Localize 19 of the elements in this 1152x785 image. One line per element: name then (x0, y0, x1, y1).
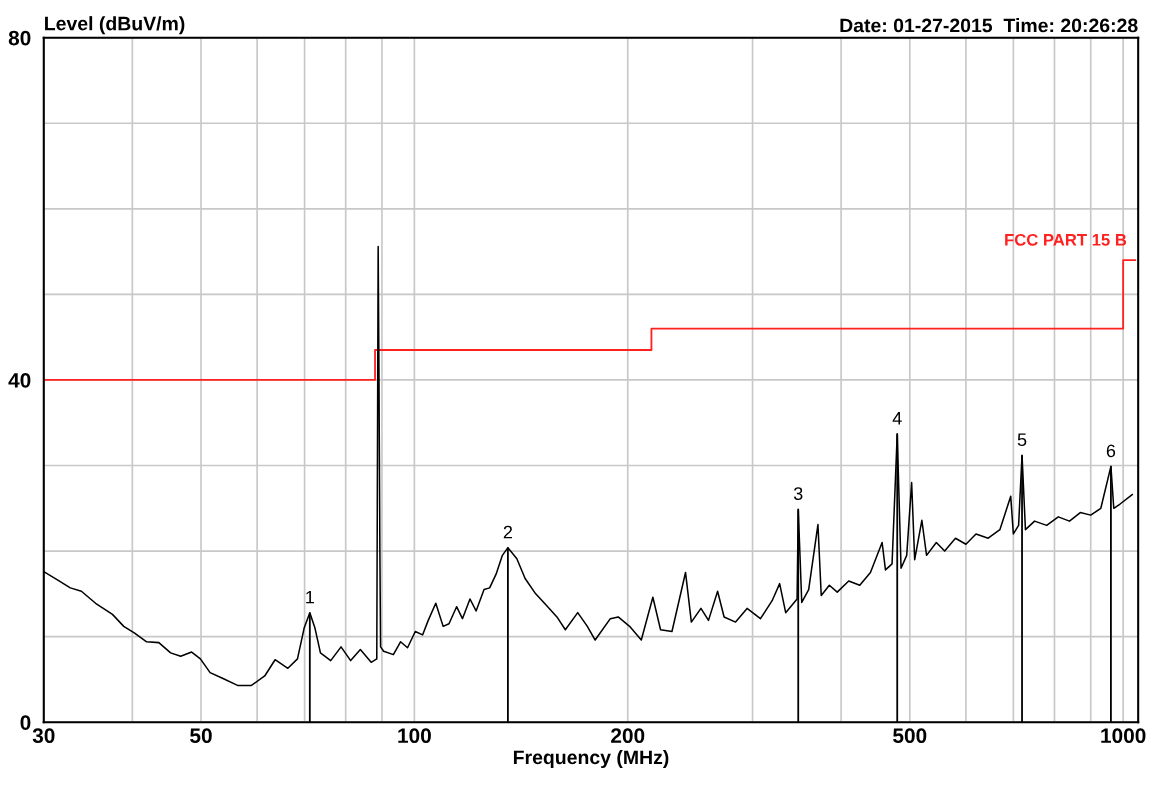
chart-title: Date: 01-27-2015 Time: 20:26:28 (840, 18, 1138, 33)
series-label: FCC PART 15 B (1005, 233, 1127, 246)
y-tick-label: 40 (8, 372, 31, 388)
x-tick-label: 30 (32, 728, 55, 744)
annotation: 3 (793, 487, 803, 501)
annotation: 4 (892, 412, 902, 425)
x-tick-label: 50 (190, 728, 212, 744)
annotation: 2 (503, 525, 513, 539)
annotation: 1 (306, 590, 314, 604)
x-axis-title: Frequency (MHz) (513, 749, 669, 769)
y-tick-label: 0 (20, 715, 31, 730)
x-tick-label: 100 (398, 728, 431, 744)
x-tick-label: 500 (893, 728, 927, 744)
x-tick-label: 1000 (1101, 728, 1146, 744)
y-tick-label: 80 (8, 30, 31, 46)
x-tick-label: 200 (611, 728, 645, 744)
annotation: 6 (1106, 444, 1116, 458)
annotation: 5 (1017, 433, 1027, 447)
y-axis-title: Level (dBuV/m) (45, 16, 185, 35)
